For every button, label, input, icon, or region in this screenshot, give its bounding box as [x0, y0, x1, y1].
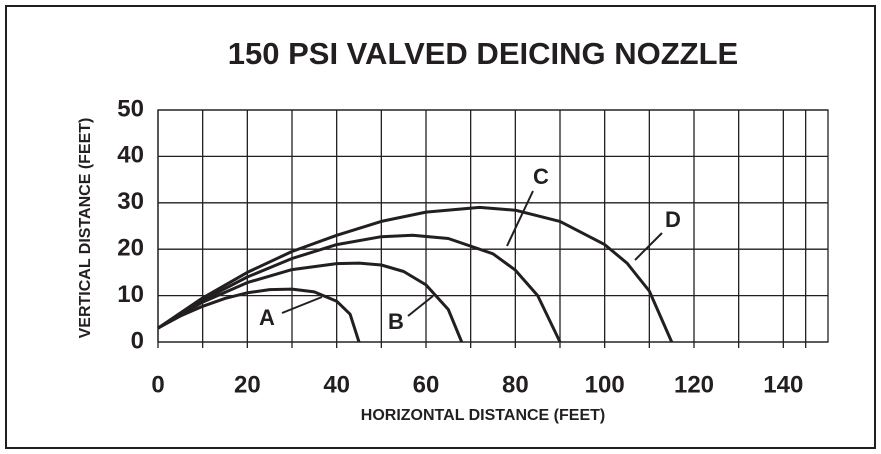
y-tick-label: 10 — [117, 281, 144, 308]
series-line — [157, 287, 361, 343]
series-line — [157, 205, 674, 343]
y-axis-label: VERTICAL DISTANCE (FEET) — [77, 118, 94, 339]
y-tick-label: 20 — [117, 235, 144, 262]
y-tick-label: 50 — [117, 95, 144, 122]
chart-title: 150 PSI VALVED DEICING NOZZLE — [228, 36, 738, 71]
x-tick-label: 120 — [674, 371, 714, 398]
x-tick-label: 60 — [413, 371, 440, 398]
frame — [5, 5, 876, 449]
leader-line — [634, 232, 663, 261]
leader-line — [506, 190, 534, 247]
series-line — [157, 233, 562, 343]
x-tick-label: 100 — [585, 371, 625, 398]
series-label: D — [665, 207, 681, 232]
x-tick-label: 80 — [502, 371, 529, 398]
leader-line — [407, 295, 434, 317]
series-label: B — [388, 309, 404, 334]
series-line — [157, 261, 464, 343]
x-tick-label: 140 — [763, 371, 803, 398]
leader-line — [281, 296, 323, 314]
x-tick-label: 0 — [151, 371, 164, 398]
y-tick-label: 30 — [117, 188, 144, 215]
y-tick-label: 40 — [117, 142, 144, 169]
series-label: C — [533, 164, 549, 189]
x-tick-label: 20 — [234, 371, 261, 398]
x-tick-label: 40 — [323, 371, 350, 398]
x-axis-label: HORIZONTAL DISTANCE (FEET) — [361, 407, 605, 424]
y-tick-label: 0 — [131, 327, 144, 354]
series-label: A — [259, 305, 275, 330]
